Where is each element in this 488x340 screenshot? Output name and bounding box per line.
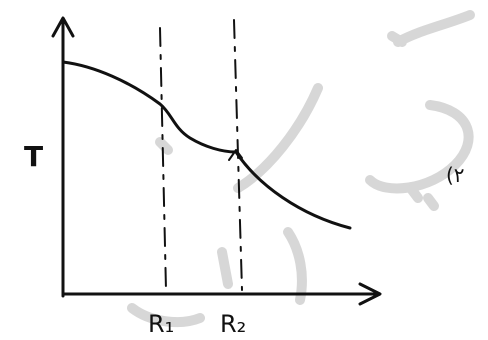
x-axis-arrow-icon	[358, 282, 382, 306]
marker-1-line	[159, 27, 167, 291]
watermark	[127, 10, 475, 328]
y-axis-arrow-icon	[51, 16, 75, 38]
y-axis	[51, 16, 75, 298]
side-label: (۲	[446, 163, 465, 187]
x-axis	[61, 282, 382, 306]
axis-label-y: T	[24, 140, 43, 173]
temperature-curve	[61, 60, 352, 230]
marker-2-label: R₂	[220, 310, 246, 338]
curve-kink	[228, 149, 243, 161]
marker-1-label: R₁	[148, 310, 174, 338]
